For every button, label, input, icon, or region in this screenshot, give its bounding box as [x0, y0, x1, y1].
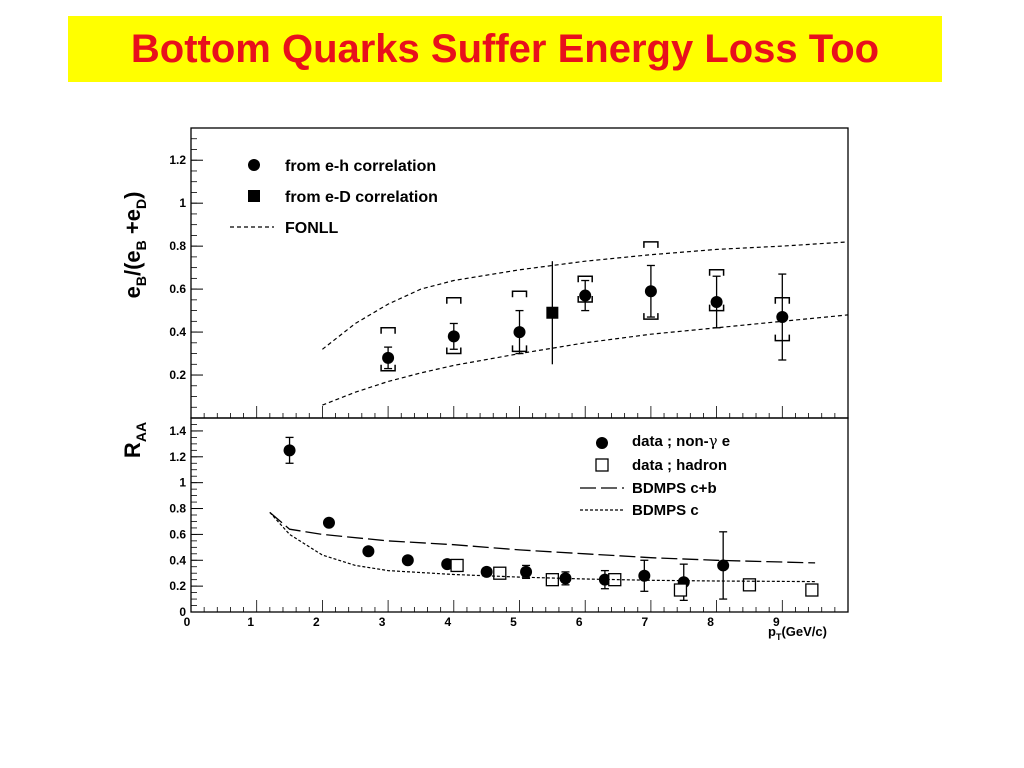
- data-point: [644, 285, 657, 298]
- x-tick-label: 2: [313, 615, 320, 629]
- y-tick-label: 0.2: [169, 579, 186, 593]
- x-tick-label: 4: [444, 615, 451, 629]
- x-tick-label: 1: [247, 615, 254, 629]
- bottom-xlabel: pT(GeV/c): [768, 624, 827, 642]
- data-point: [638, 569, 651, 582]
- bottom-panel: 0 0.2 0.4 0.6 0.8 1 1.2 1.4 0 1 2 3 4 5 6 7 8 9 data ; had…: [169, 417, 849, 629]
- data-point: [559, 572, 572, 585]
- sys-bracket-lower: [643, 313, 659, 320]
- data-point: [776, 311, 789, 324]
- data-point: [401, 554, 414, 567]
- legend-label: from e-h correlation: [285, 158, 436, 175]
- legend-label: BDMPS c+b: [632, 480, 717, 497]
- sys-bracket-upper: [643, 241, 659, 248]
- bdmps-c-curve: [269, 511, 816, 583]
- y-tick-label: 1: [179, 476, 186, 490]
- legend-label: data ; hadron: [632, 457, 727, 474]
- data-point: [362, 545, 375, 558]
- legend-circle-marker: [248, 159, 260, 171]
- top-panel: 0.2 0.4 0.6 0.8 1 1.2 from e-h correlation from…: [169, 127, 849, 419]
- sys-bracket-upper: [380, 327, 396, 334]
- data-open-square: [493, 566, 507, 580]
- y-tick-label: 0.8: [169, 502, 186, 516]
- legend-label-non-gamma-e: data ; non-γ e: [632, 432, 730, 450]
- legend-square-marker: [248, 190, 260, 202]
- data-open-square: [805, 583, 819, 597]
- bottom-ylabel: RAA: [120, 422, 149, 458]
- sys-bracket-upper: [577, 275, 593, 283]
- sys-bracket-upper: [708, 269, 725, 276]
- page-title: Bottom Quarks Suffer Energy Loss Too: [130, 26, 880, 71]
- data-open-square: [742, 578, 757, 592]
- data-point: [717, 559, 730, 572]
- sys-bracket-lower: [446, 347, 462, 355]
- x-tick-label: 6: [576, 615, 583, 629]
- data-point: [598, 573, 611, 586]
- data-point: [447, 330, 460, 343]
- fonll-upper-curve: [322, 241, 848, 350]
- legend-open-square-marker: [595, 458, 609, 472]
- fonll-lower-curve: [322, 314, 848, 406]
- top-ylabel: eB/(eB +eD): [120, 192, 149, 299]
- data-point: [520, 565, 533, 578]
- data-point: [513, 326, 526, 339]
- data-point: [579, 289, 592, 302]
- data-open-square: [545, 573, 559, 587]
- sys-bracket-upper: [511, 290, 528, 298]
- y-tick-label: 0.6: [169, 282, 186, 296]
- sys-bracket-lower: [380, 364, 396, 372]
- x-tick-label: 9: [773, 615, 780, 629]
- data-point: [382, 351, 395, 364]
- y-tick-label: 0.4: [169, 553, 186, 567]
- legend-label: BDMPS c: [632, 502, 699, 519]
- data-point: [710, 296, 723, 308]
- legend-circle-marker: [596, 437, 608, 449]
- y-tick-label: 1.4: [169, 424, 186, 438]
- title-banner: Bottom Quarks Suffer Energy Loss Too: [68, 16, 942, 82]
- x-tick-label: 8: [707, 615, 714, 629]
- legend-label: FONLL: [285, 220, 339, 237]
- y-tick-label: 0.8: [169, 239, 186, 253]
- data-point: [441, 558, 454, 571]
- data-open-square: [450, 558, 464, 573]
- y-tick-label: 0.2: [169, 368, 186, 382]
- data-open-square: [673, 583, 688, 597]
- x-tick-label: 3: [379, 615, 386, 629]
- y-tick-label: 1: [179, 196, 186, 210]
- data-point: [480, 565, 493, 578]
- bdmps-cb-curve: [269, 511, 816, 564]
- y-tick-label: 0.6: [169, 527, 186, 541]
- data-point: [283, 444, 296, 457]
- data-square: [546, 306, 559, 319]
- y-tick-label: 1.2: [169, 450, 186, 464]
- y-tick-label: 0: [179, 605, 186, 619]
- x-tick-label: 5: [510, 615, 517, 629]
- y-tick-label: 1.2: [169, 153, 186, 167]
- x-tick-label: 7: [642, 615, 649, 629]
- y-tick-label: 0.4: [169, 325, 186, 339]
- legend-label: from e-D correlation: [285, 189, 438, 206]
- data-point: [322, 516, 335, 529]
- sys-bracket-upper: [446, 296, 462, 304]
- x-tick-label: 0: [184, 615, 191, 629]
